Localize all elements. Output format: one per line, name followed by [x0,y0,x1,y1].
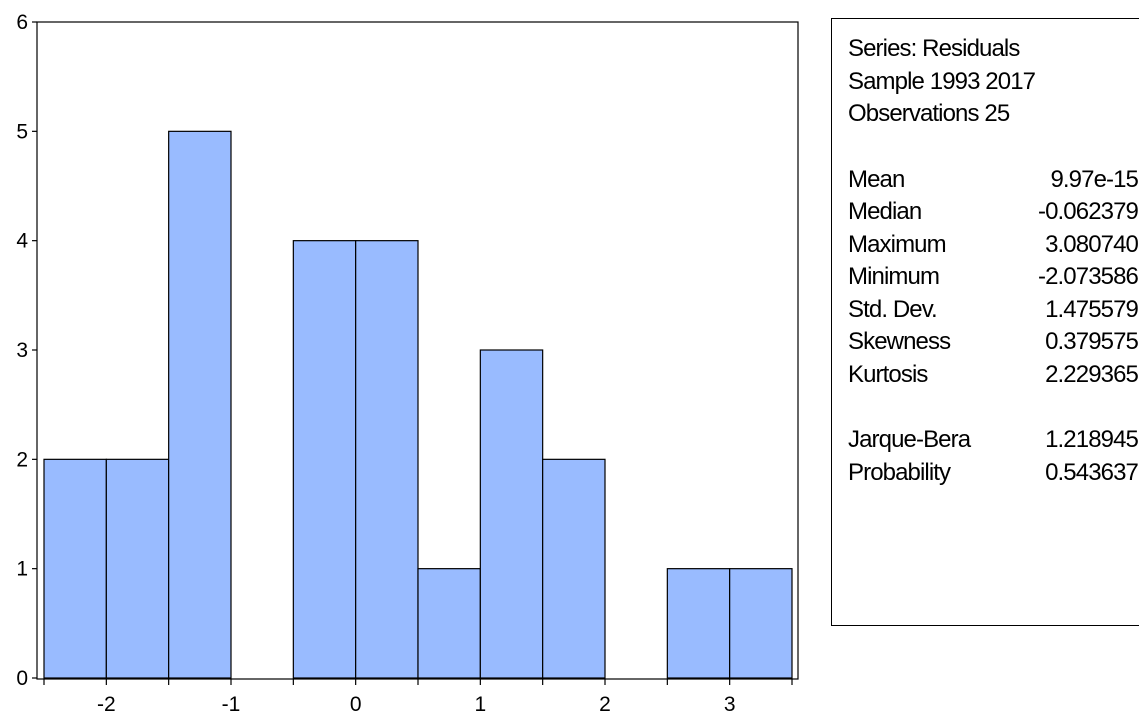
stat-value: 3.080740 [1045,230,1139,258]
stat-label: Mean [848,165,905,193]
stat-label: Probability [848,458,951,486]
stat-value: 2.229365 [1045,360,1139,388]
stat-value: -2.073586 [1038,263,1139,290]
stat-value: 9.97e-15 [1050,165,1138,193]
histogram-bar [542,458,606,679]
histogram-bar [479,349,544,679]
stat-row-median: Median -0.062379 [848,196,1139,229]
x-axis: -2 -1 0 1 2 3 [43,679,793,716]
sample-range: Sample 1993 2017 [848,67,1036,95]
x-tick-label: 3 [724,693,736,716]
tests-list: Jarque-Bera 1.218945 Probability 0.543637 [848,424,1139,489]
stat-row-maximum: Maximum 3.080740 [848,229,1139,262]
stat-row-skewness: Skewness 0.379575 [848,326,1139,359]
stat-label: Skewness [848,328,951,355]
y-tick-label: 5 [16,120,28,143]
stat-value: 0.379575 [1045,328,1139,355]
histogram-bar [417,568,481,679]
stat-label: Std. Dev. [848,295,938,323]
y-tick-label: 0 [16,667,28,690]
histogram-bar [168,130,232,679]
y-tick-label: 6 [16,11,28,34]
histogram-bar [105,458,170,679]
stat-label: Kurtosis [848,360,928,388]
moments-list: Mean 9.97e-15 Median -0.062379 Maximum 3.08… [848,164,1139,392]
y-tick-label: 1 [16,558,28,581]
stat-label: Maximum [848,230,947,258]
x-tick-label: 2 [599,693,611,716]
y-tick-label: 3 [16,339,28,362]
stat-row-jarque-bera: Jarque-Bera 1.218945 [848,424,1139,457]
histogram-bar [292,240,357,679]
stat-row-mean: Mean 9.97e-15 [848,164,1139,197]
series-name: Series: Residuals [848,35,1020,62]
histogram-bar [666,568,731,679]
observations-count: Observations 25 [848,100,1010,127]
y-axis: 0 1 2 3 4 5 6 [16,11,37,690]
y-tick-label: 4 [16,230,28,253]
stat-row-std-dev: Std. Dev. 1.475579 [848,294,1139,327]
stat-label: Minimum [848,263,940,290]
stat-value: 1.475579 [1045,295,1139,323]
stat-value: 1.218945 [1045,426,1139,453]
statistics-panel: Series: Residuals Sample 1993 2017 Obser… [831,18,1139,626]
stat-row-probability: Probability 0.543637 [848,457,1139,490]
y-tick-label: 2 [16,448,28,471]
stat-row-kurtosis: Kurtosis 2.229365 [848,359,1139,392]
x-tick-label: 0 [350,693,362,716]
histogram-bar [43,458,107,679]
histogram-bar [729,568,793,679]
stat-value: 0.543637 [1045,458,1139,486]
stat-label: Jarque-Bera [848,426,971,453]
histogram-bar [355,240,419,679]
x-tick-label: 1 [474,693,486,716]
stat-row-minimum: Minimum -2.073586 [848,261,1139,294]
stat-label: Median [848,198,922,225]
stat-value: -0.062379 [1038,198,1139,225]
histogram-bars [43,130,793,679]
x-tick-label: -2 [97,693,116,716]
x-tick-label: -1 [222,693,241,716]
